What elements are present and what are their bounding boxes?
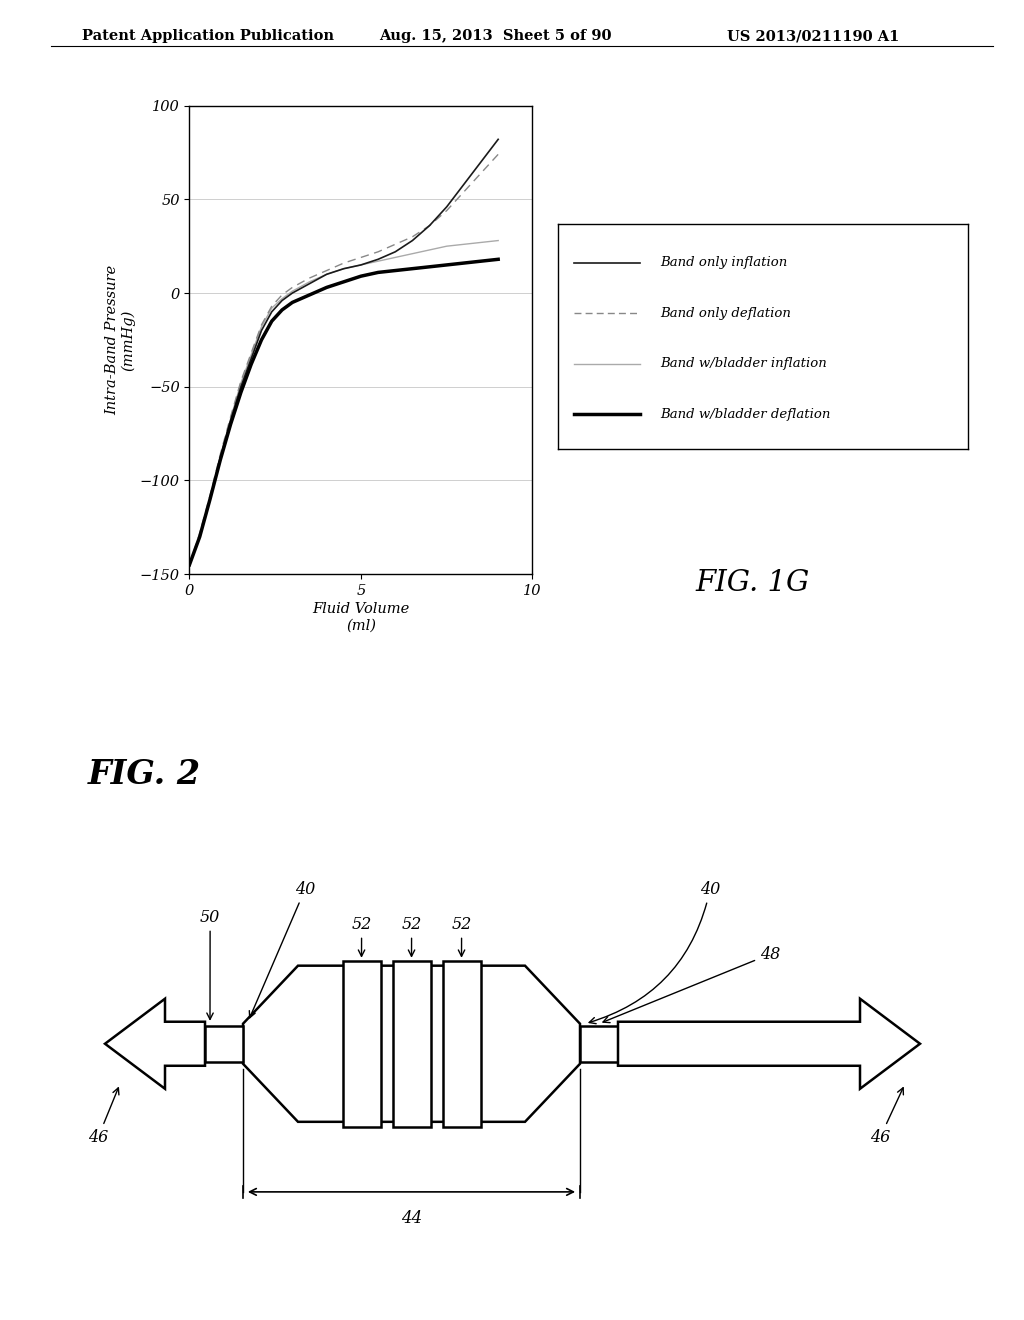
Polygon shape: [618, 999, 920, 1089]
Text: Patent Application Publication: Patent Application Publication: [82, 29, 334, 44]
Text: 46: 46: [870, 1088, 903, 1146]
Y-axis label: Intra-Band Pressure
(mmHg): Intra-Band Pressure (mmHg): [104, 265, 135, 414]
Bar: [342, 961, 381, 1127]
Text: FIG. 2: FIG. 2: [88, 759, 201, 792]
Text: US 2013/0211190 A1: US 2013/0211190 A1: [727, 29, 899, 44]
Bar: [580, 1026, 618, 1061]
X-axis label: Fluid Volume
(ml): Fluid Volume (ml): [312, 602, 410, 632]
Text: 40: 40: [249, 880, 315, 1018]
Bar: [442, 961, 480, 1127]
Text: Aug. 15, 2013  Sheet 5 of 90: Aug. 15, 2013 Sheet 5 of 90: [379, 29, 611, 44]
Text: Band only deflation: Band only deflation: [660, 306, 792, 319]
Text: 52: 52: [452, 916, 472, 957]
Bar: [392, 961, 430, 1127]
Text: Band only inflation: Band only inflation: [660, 256, 787, 269]
Text: 48: 48: [603, 945, 780, 1023]
Bar: [205, 1026, 243, 1061]
Text: 52: 52: [351, 916, 372, 957]
Text: Band w/bladder inflation: Band w/bladder inflation: [660, 356, 827, 370]
Text: FIG. 1G: FIG. 1G: [695, 569, 810, 597]
Polygon shape: [105, 999, 205, 1089]
Text: 46: 46: [88, 1088, 119, 1146]
Polygon shape: [243, 966, 580, 1122]
Text: 50: 50: [200, 908, 220, 1019]
Text: 44: 44: [400, 1210, 422, 1226]
Text: Band w/bladder deflation: Band w/bladder deflation: [660, 408, 830, 421]
Text: 40: 40: [589, 880, 720, 1024]
Text: 52: 52: [401, 916, 422, 957]
